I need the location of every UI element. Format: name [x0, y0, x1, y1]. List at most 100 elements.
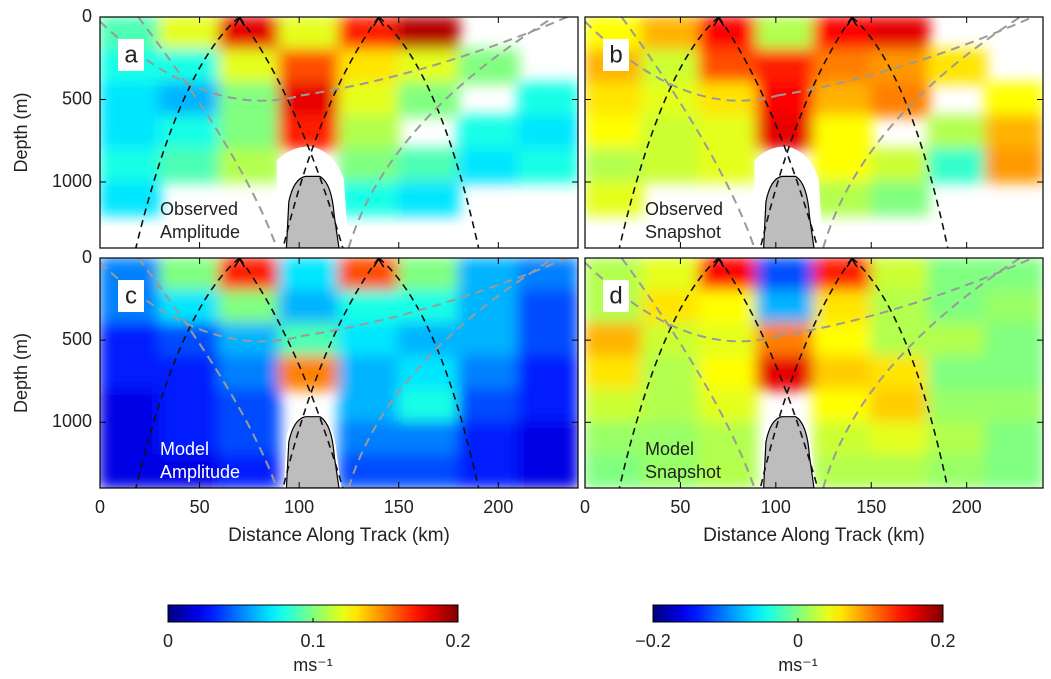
annotation: Observed	[645, 199, 723, 219]
panel-label: b	[609, 41, 622, 68]
annotation: Snapshot	[645, 222, 721, 242]
ray-path	[718, 258, 819, 488]
heat-cell	[870, 148, 930, 183]
heat-cell	[100, 421, 161, 457]
heat-cell	[397, 49, 460, 84]
heat-cell	[517, 421, 578, 457]
heat-cell	[813, 148, 873, 183]
colorbar-tick-label: 0	[163, 631, 173, 651]
heat-cell	[641, 289, 701, 325]
heat-cell	[338, 148, 400, 183]
ray-path-gray	[300, 258, 570, 338]
heat-cell	[870, 454, 930, 488]
heat-cell	[218, 49, 281, 84]
axes-frame	[584, 16, 1044, 249]
panel-label-box	[118, 280, 144, 312]
y-tick-label: 1000	[52, 171, 92, 191]
heat-cell	[870, 355, 930, 391]
heat-cell	[755, 258, 815, 292]
heat-cell	[218, 388, 281, 424]
heat-cell	[278, 258, 340, 292]
generation-site	[713, 17, 725, 27]
generation-site	[373, 258, 385, 268]
generation-site	[846, 258, 858, 268]
ray-path	[618, 258, 720, 488]
generation-site	[373, 17, 385, 27]
heatmap-cells	[100, 258, 578, 488]
heat-cell	[813, 454, 873, 488]
heat-cell	[278, 49, 340, 84]
annotation: Model	[160, 439, 209, 459]
heat-cell	[984, 421, 1043, 457]
heat-cell	[698, 148, 758, 183]
colorbar-tick-label: 0.2	[930, 631, 955, 651]
x-tick-label: 0	[580, 497, 590, 517]
heatmap	[585, 17, 1043, 248]
heat-cell	[457, 454, 520, 488]
heat-cell	[870, 258, 930, 292]
y-axis-label: Depth (m)	[11, 333, 31, 413]
heat-cell	[158, 388, 221, 424]
heat-cell	[585, 148, 644, 183]
heat-cell	[397, 388, 460, 424]
annotation: Amplitude	[160, 222, 240, 242]
heat-cell	[100, 181, 161, 216]
x-axis-label: Distance Along Track (km)	[703, 525, 925, 546]
heat-cell	[218, 148, 281, 183]
colorbar-tick-label: 0.1	[300, 631, 325, 651]
heat-cell	[813, 49, 873, 84]
heat-cell	[585, 115, 644, 150]
heat-cell	[698, 17, 758, 51]
ray-path	[718, 17, 819, 248]
ray-path-gray	[137, 258, 278, 488]
heat-cell	[755, 115, 815, 150]
ray-path	[378, 258, 480, 488]
x-axis-label: Distance Along Track (km)	[228, 525, 450, 546]
heat-cell	[585, 322, 644, 358]
ray-path	[618, 17, 720, 248]
heat-cell	[397, 181, 460, 216]
heat-cell	[397, 17, 460, 51]
heat-cell	[641, 421, 701, 457]
heat-cell	[517, 258, 578, 292]
heat-cell	[585, 82, 644, 117]
heat-cell	[397, 258, 460, 292]
ray-path-gray	[822, 17, 1021, 248]
ray-path-gray	[777, 17, 1036, 97]
ray-path	[282, 17, 380, 248]
ray-path	[759, 258, 853, 488]
colorbar-tick-label: 0	[793, 631, 803, 651]
heat-cell	[585, 388, 644, 424]
heat-cell	[641, 49, 701, 84]
heat-cell	[641, 17, 701, 51]
ray-path	[378, 17, 480, 248]
y-tick-label: 1000	[52, 411, 92, 431]
heat-cell	[158, 258, 221, 292]
heat-cell	[927, 148, 987, 183]
heat-cell	[517, 148, 578, 183]
y-axis-label: Depth (m)	[11, 92, 31, 172]
heat-cell	[100, 355, 161, 391]
heat-cell	[984, 148, 1043, 183]
annotation: Snapshot	[645, 462, 721, 482]
heat-cell	[278, 322, 340, 358]
heat-cell	[278, 115, 340, 150]
heat-cell	[698, 258, 758, 292]
heat-cell	[397, 454, 460, 488]
heat-cell	[755, 82, 815, 117]
heat-cell	[755, 355, 815, 391]
heat-cell	[984, 355, 1043, 391]
heat-cell	[158, 49, 221, 84]
heat-cell	[278, 289, 340, 325]
heat-cell	[457, 148, 520, 183]
x-tick-label: 50	[190, 497, 210, 517]
heat-cell	[457, 355, 520, 391]
heat-cell	[100, 322, 161, 358]
heat-cell	[397, 355, 460, 391]
heat-cell	[278, 355, 340, 391]
heat-cell	[338, 17, 400, 51]
heat-cell	[984, 388, 1043, 424]
heat-cell	[585, 454, 644, 488]
ray-path-gray	[347, 258, 555, 488]
